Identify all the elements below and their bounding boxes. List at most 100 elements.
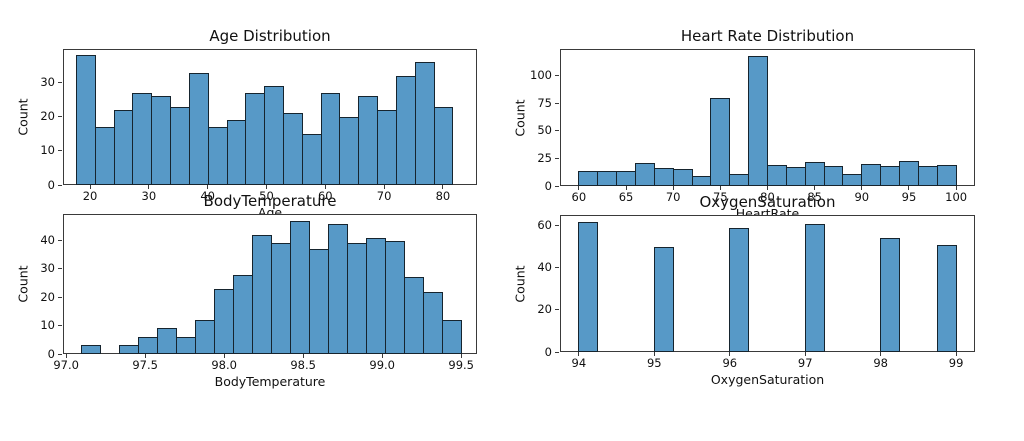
x-tick-label: 85: [807, 190, 822, 204]
histogram-bar: [176, 336, 197, 354]
x-tick-label: 98.0: [211, 358, 237, 372]
x-tick-label: 90: [854, 190, 870, 204]
histogram-bar: [422, 291, 443, 354]
histogram-bar: [377, 110, 397, 185]
histogram-bar: [252, 234, 273, 354]
histogram-bar: [81, 345, 102, 354]
x-tick-label: 97.5: [132, 358, 158, 372]
x-tick-label: 50: [259, 189, 274, 203]
x-tick-mark: [383, 185, 385, 189]
y-tick-label: 20: [40, 289, 55, 304]
y-axis-label: Count: [15, 98, 31, 136]
histogram-bar: [653, 168, 674, 186]
x-tick-label: 98: [873, 356, 888, 370]
histogram-bar: [917, 166, 938, 186]
x-tick-mark: [148, 185, 150, 189]
x-tick-label: 100: [945, 190, 968, 204]
histogram-bar: [936, 244, 957, 352]
x-tick-label: 95: [646, 356, 662, 370]
histogram-bar: [384, 240, 405, 354]
histogram-bar: [339, 116, 360, 185]
y-tick-label: 0: [544, 178, 552, 193]
histogram-bar: [729, 173, 750, 186]
axes-frame: [63, 214, 477, 354]
plot-title: Heart Rate Distribution: [680, 27, 855, 45]
x-tick-mark: [719, 186, 721, 190]
axes-frame: [63, 49, 477, 185]
y-tick-label: 0: [544, 344, 552, 359]
histogram-bar: [861, 163, 882, 186]
x-tick-label: 94: [571, 356, 587, 370]
x-tick-label: 99.0: [369, 358, 395, 372]
x-tick-mark: [625, 186, 627, 190]
y-tick-label: 10: [40, 143, 55, 158]
y-tick-label: 20: [537, 302, 552, 317]
histogram-bar: [653, 246, 674, 352]
histogram-bar: [597, 170, 618, 186]
plot-title: BodyTemperature: [203, 192, 337, 210]
x-tick-mark: [653, 352, 655, 356]
x-tick-mark: [861, 186, 863, 190]
y-tick-mark: [58, 184, 62, 186]
histogram-bar: [634, 162, 655, 186]
histogram-bar: [271, 243, 292, 354]
plot-title: OxygenSaturation: [699, 193, 836, 211]
histogram-bar: [113, 110, 134, 185]
x-tick-mark: [814, 186, 816, 190]
x-tick-mark: [955, 352, 957, 356]
x-tick-mark: [578, 352, 580, 356]
y-tick-label: 25: [537, 150, 552, 165]
y-tick-mark: [555, 157, 559, 159]
histogram-bar: [233, 274, 254, 354]
x-tick-label: 80: [760, 190, 775, 204]
histogram-bar: [226, 120, 247, 185]
histogram-bar: [290, 220, 310, 354]
histogram-bar: [76, 55, 96, 185]
histogram-bar: [767, 165, 787, 186]
x-tick-mark: [207, 185, 209, 189]
axes-frame: [560, 49, 975, 186]
y-tick-mark: [58, 240, 62, 242]
x-tick-label: 60: [571, 190, 587, 204]
histogram-bar: [729, 227, 750, 352]
x-tick-label: 40: [200, 189, 215, 203]
x-axis-label: HeartRate: [735, 206, 800, 221]
histogram-bar: [301, 133, 322, 185]
histogram-bar: [320, 92, 341, 185]
y-tick-mark: [58, 150, 62, 152]
y-tick-mark: [58, 353, 62, 355]
x-tick-mark: [880, 352, 882, 356]
x-tick-label: 70: [665, 190, 681, 204]
y-tick-label: 50: [537, 123, 552, 138]
x-tick-mark: [144, 354, 146, 358]
histogram-bar: [804, 161, 825, 186]
x-tick-mark: [767, 186, 768, 190]
histogram-bar: [403, 277, 424, 354]
x-tick-label: 65: [618, 190, 634, 204]
y-tick-label: 30: [40, 75, 55, 90]
y-tick-mark: [58, 116, 62, 118]
x-tick-label: 80: [435, 189, 451, 203]
y-tick-mark: [58, 268, 62, 270]
histogram-bar: [691, 176, 712, 186]
x-tick-mark: [265, 185, 267, 189]
x-tick-label: 96: [722, 356, 738, 370]
y-tick-label: 0: [47, 346, 55, 361]
y-axis-label: Count: [15, 265, 31, 303]
histogram-bar: [245, 92, 266, 185]
histogram-bar: [264, 86, 285, 185]
x-tick-label: 95: [901, 190, 917, 204]
x-tick-mark: [381, 354, 383, 358]
histogram-bar: [195, 319, 216, 354]
x-tick-mark: [324, 185, 326, 189]
histogram-bar: [578, 221, 599, 352]
histogram-bar: [616, 170, 636, 186]
histogram-bar: [207, 127, 228, 185]
x-tick-mark: [672, 186, 674, 190]
histogram-bar: [346, 243, 367, 354]
y-axis-label: Count: [512, 98, 528, 137]
y-tick-label: 40: [537, 260, 552, 275]
